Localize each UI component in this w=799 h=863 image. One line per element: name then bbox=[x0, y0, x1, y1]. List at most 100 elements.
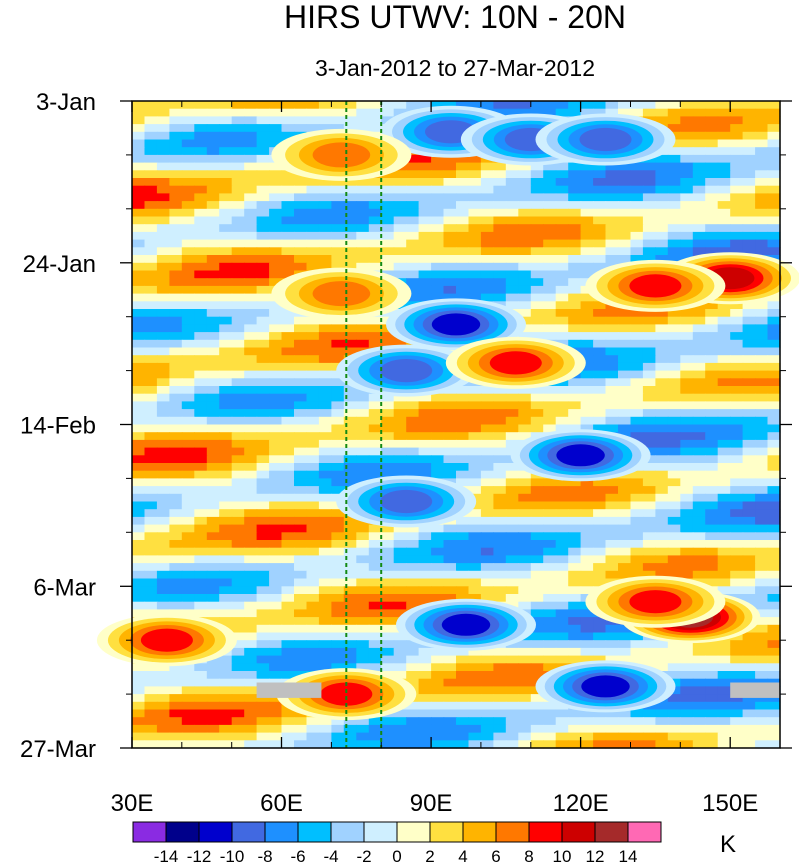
heatmap-cell bbox=[456, 162, 470, 171]
heatmap-cell bbox=[618, 239, 632, 248]
heatmap-cell bbox=[755, 401, 769, 410]
heatmap-cell bbox=[618, 401, 632, 410]
heatmap-cell bbox=[755, 185, 769, 194]
heatmap-cell bbox=[667, 239, 681, 248]
heatmap-cell bbox=[194, 301, 208, 310]
heatmap-cell bbox=[530, 293, 544, 302]
heatmap-cell bbox=[468, 732, 482, 741]
heatmap-cell bbox=[755, 439, 769, 449]
heatmap-cell bbox=[667, 740, 681, 749]
heatmap-cell bbox=[618, 347, 632, 356]
heatmap-cell bbox=[642, 732, 656, 741]
heatmap-cell bbox=[568, 509, 582, 518]
heatmap-cell bbox=[281, 524, 295, 533]
heatmap-cell bbox=[767, 701, 781, 711]
heatmap-cell bbox=[667, 101, 681, 110]
heatmap-cell bbox=[294, 524, 308, 533]
heatmap-cell bbox=[543, 655, 557, 664]
heatmap-cell bbox=[555, 624, 569, 634]
heatmap-cell bbox=[281, 540, 295, 549]
heatmap-cell bbox=[318, 509, 332, 518]
heatmap-cell bbox=[194, 216, 208, 225]
heatmap-cell bbox=[281, 586, 295, 595]
heatmap-cell bbox=[755, 239, 769, 248]
heatmap-cell bbox=[755, 386, 769, 395]
heatmap-cell bbox=[343, 193, 357, 202]
heatmap-cell bbox=[543, 208, 557, 218]
heatmap-cell bbox=[343, 601, 357, 610]
heatmap-cell bbox=[767, 547, 781, 556]
heatmap-cell bbox=[755, 547, 769, 556]
heatmap-cell bbox=[281, 332, 295, 341]
heatmap-cell bbox=[505, 162, 519, 171]
heatmap-cell bbox=[630, 309, 644, 318]
heatmap-cell bbox=[667, 694, 681, 703]
heatmap-cell bbox=[493, 255, 507, 264]
heatmap-cell bbox=[381, 655, 395, 664]
heatmap-cell bbox=[281, 339, 295, 349]
heatmap-cell bbox=[431, 401, 445, 410]
heatmap-cell bbox=[194, 709, 208, 718]
heatmap-cell bbox=[256, 701, 270, 711]
heatmap-cell bbox=[543, 578, 557, 587]
heatmap-cell bbox=[356, 470, 370, 479]
heatmap-cell bbox=[543, 547, 557, 556]
heatmap-cell bbox=[468, 185, 482, 194]
heatmap-cell bbox=[530, 516, 544, 526]
heatmap-cell bbox=[505, 686, 519, 695]
heatmap-cell bbox=[169, 154, 183, 164]
heatmap-cell bbox=[742, 147, 756, 156]
heatmap-cell bbox=[555, 617, 569, 626]
heatmap-cell bbox=[530, 655, 544, 664]
heatmap-cell bbox=[456, 401, 470, 410]
heatmap-cell bbox=[181, 547, 195, 556]
heatmap-cell bbox=[655, 216, 669, 225]
heatmap-cell bbox=[568, 732, 582, 741]
heatmap-cell bbox=[642, 717, 656, 726]
heatmap-cell bbox=[144, 101, 158, 110]
heatmap-cell bbox=[705, 578, 719, 587]
heatmap-cell bbox=[505, 709, 519, 718]
heatmap-cell bbox=[755, 447, 769, 456]
heatmap-cell bbox=[169, 362, 183, 372]
heatmap-cell bbox=[132, 378, 146, 387]
heatmap-cell bbox=[730, 724, 744, 734]
heatmap-cell bbox=[368, 247, 382, 256]
heatmap-cell bbox=[755, 162, 769, 171]
heatmap-cell bbox=[244, 563, 258, 572]
heatmap-cell bbox=[156, 401, 170, 410]
heatmap-cell bbox=[269, 162, 283, 171]
heatmap-cell bbox=[692, 516, 706, 526]
heatmap-cell bbox=[418, 285, 432, 295]
heatmap-cell bbox=[555, 170, 569, 179]
heatmap-cell bbox=[642, 255, 656, 264]
heatmap-cell bbox=[144, 432, 158, 441]
heatmap-cell bbox=[730, 339, 744, 349]
heatmap-cell bbox=[630, 162, 644, 171]
heatmap-cell bbox=[717, 332, 731, 341]
heatmap-cell bbox=[231, 208, 245, 218]
heatmap-cell bbox=[543, 740, 557, 749]
heatmap-cell bbox=[132, 516, 146, 526]
heatmap-cell bbox=[543, 293, 557, 302]
heatmap-cell bbox=[169, 208, 183, 218]
heatmap-cell bbox=[580, 108, 594, 117]
heatmap-cell bbox=[306, 663, 320, 672]
heatmap-cell bbox=[468, 178, 482, 187]
heatmap-cell bbox=[468, 401, 482, 410]
heatmap-cell bbox=[730, 532, 744, 541]
heatmap-cell bbox=[244, 332, 258, 341]
heatmap-cell bbox=[219, 671, 233, 680]
heatmap-cell bbox=[269, 362, 283, 372]
heatmap-cell bbox=[468, 463, 482, 472]
colorbar-label: 6 bbox=[491, 847, 500, 863]
heatmap-cell bbox=[169, 486, 183, 495]
heatmap-cell bbox=[655, 386, 669, 395]
heatmap-cell bbox=[231, 432, 245, 441]
heatmap-cell bbox=[132, 555, 146, 564]
heatmap-cell bbox=[331, 185, 345, 194]
heatmap-cell bbox=[181, 416, 195, 426]
heatmap-cell bbox=[642, 324, 656, 333]
heatmap-cell bbox=[331, 255, 345, 264]
heatmap-cell bbox=[381, 409, 395, 418]
